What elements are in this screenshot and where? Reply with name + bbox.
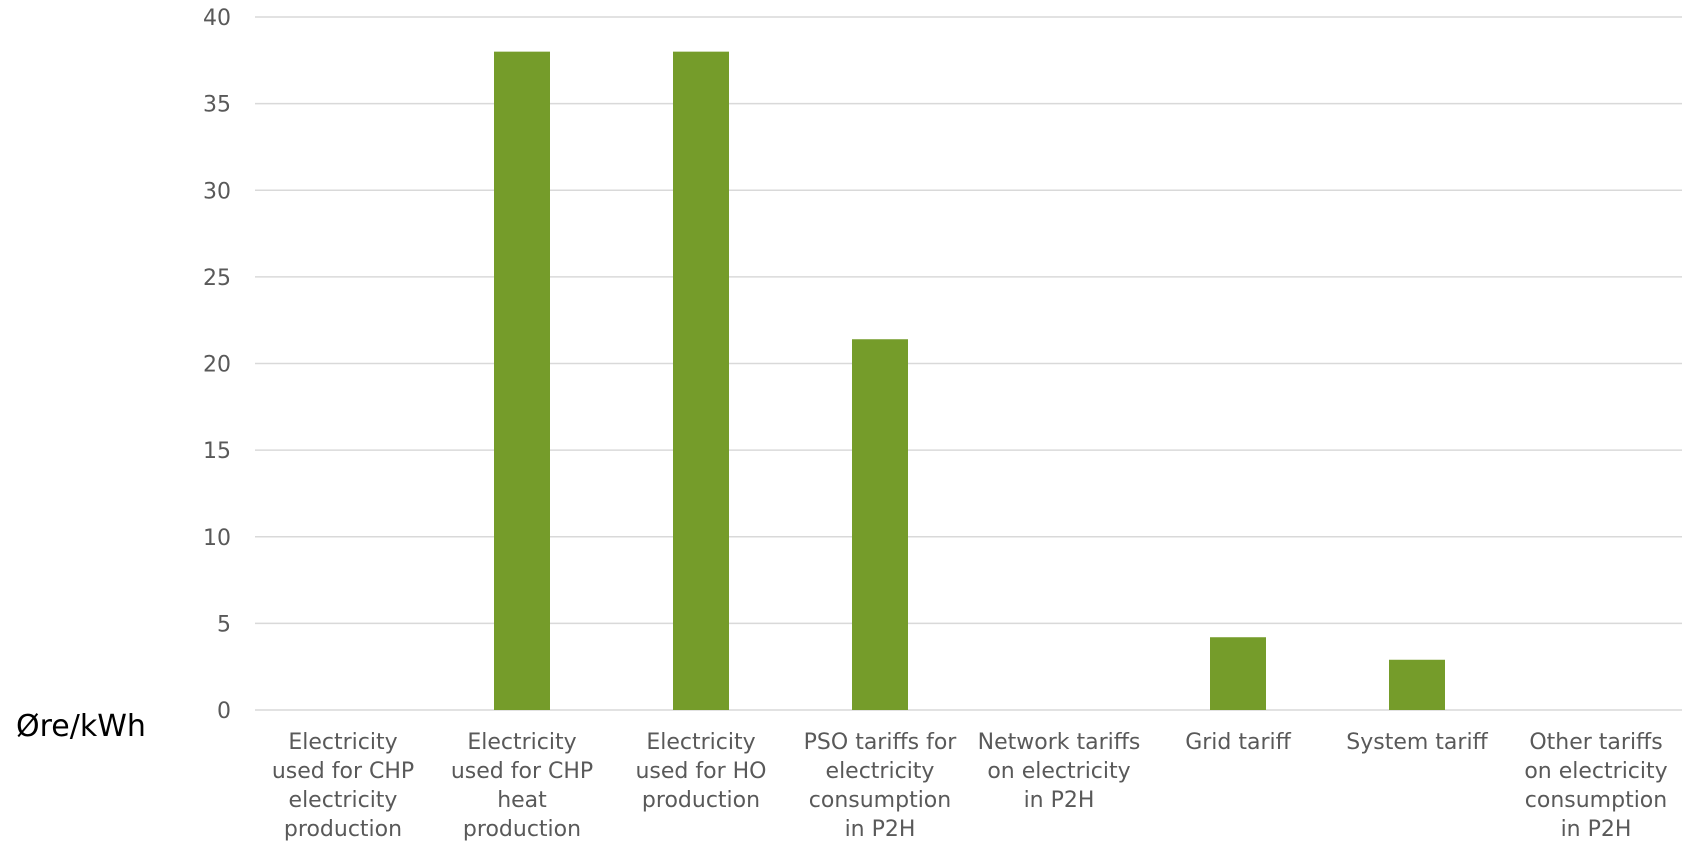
x-tick-label-line: System tariff bbox=[1346, 730, 1488, 755]
x-tick-label-line: Electricity bbox=[646, 730, 756, 755]
x-tick-label-line: Electricity bbox=[467, 730, 577, 755]
bar bbox=[1389, 659, 1445, 710]
x-tick-label-line: electricity bbox=[825, 759, 935, 784]
y-tick-label: 30 bbox=[203, 179, 231, 204]
y-tick-label: 35 bbox=[203, 93, 231, 118]
x-tick-label-line: heat bbox=[497, 788, 547, 813]
x-tick-label-line: production bbox=[462, 817, 582, 842]
x-tick-label-line: production bbox=[283, 817, 403, 842]
x-tick-label-line: in P2H bbox=[844, 817, 916, 842]
y-axis-ticks: 0 5 10 15 20 25 30 35 40 bbox=[203, 6, 231, 724]
x-tick-label-line: used for HO bbox=[635, 759, 767, 784]
x-tick-label: Other tariffs on electricity consumption in… bbox=[1510, 728, 1682, 844]
bar bbox=[852, 339, 908, 710]
x-tick-label-line: used for CHP bbox=[271, 759, 415, 784]
x-tick-label-line: on electricity bbox=[987, 759, 1131, 784]
x-tick-label: PSO tariffs for electricity consumption in … bbox=[794, 728, 966, 844]
x-tick-label: System tariff bbox=[1331, 728, 1503, 757]
x-tick-label-line: Electricity bbox=[288, 730, 398, 755]
y-tick-label: 20 bbox=[203, 353, 231, 378]
bar bbox=[673, 51, 729, 710]
y-axis-label: Øre/kWh bbox=[16, 709, 146, 744]
x-tick-label-line: consumption bbox=[1524, 788, 1668, 813]
x-tick-label-line: in P2H bbox=[1560, 817, 1632, 842]
y-tick-label: 40 bbox=[203, 6, 231, 31]
x-tick-label-line: in P2H bbox=[1023, 788, 1095, 813]
x-tick-label: Network tariffs on electricity in P2H bbox=[973, 728, 1145, 815]
x-tick-label-line: Other tariffs bbox=[1529, 730, 1663, 755]
x-tick-label-line: on electricity bbox=[1524, 759, 1668, 784]
x-tick-label-line: PSO tariffs for bbox=[803, 730, 957, 755]
x-tick-label: Electricity used for CHP electricity produc… bbox=[257, 728, 429, 844]
x-tick-label: Electricity used for CHP heat production bbox=[436, 728, 608, 844]
gridlines bbox=[255, 16, 1682, 711]
y-tick-label: 0 bbox=[217, 699, 231, 724]
y-tick-label: 10 bbox=[203, 526, 231, 551]
x-tick-label-line: Network tariffs bbox=[977, 730, 1141, 755]
x-tick-label-line: production bbox=[641, 788, 761, 813]
x-tick-label-line: electricity bbox=[288, 788, 398, 813]
x-tick-label-line: consumption bbox=[808, 788, 952, 813]
y-tick-label: 5 bbox=[217, 612, 231, 637]
bar bbox=[1210, 637, 1266, 710]
x-tick-label-line: Grid tariff bbox=[1185, 730, 1291, 755]
y-tick-label: 15 bbox=[203, 439, 231, 464]
x-tick-label-line: used for CHP bbox=[450, 759, 594, 784]
bars bbox=[494, 51, 1445, 710]
bar bbox=[494, 51, 550, 710]
x-tick-label: Electricity used for HO production bbox=[615, 728, 787, 815]
x-tick-label: Grid tariff bbox=[1152, 728, 1324, 757]
y-tick-label: 25 bbox=[203, 266, 231, 291]
